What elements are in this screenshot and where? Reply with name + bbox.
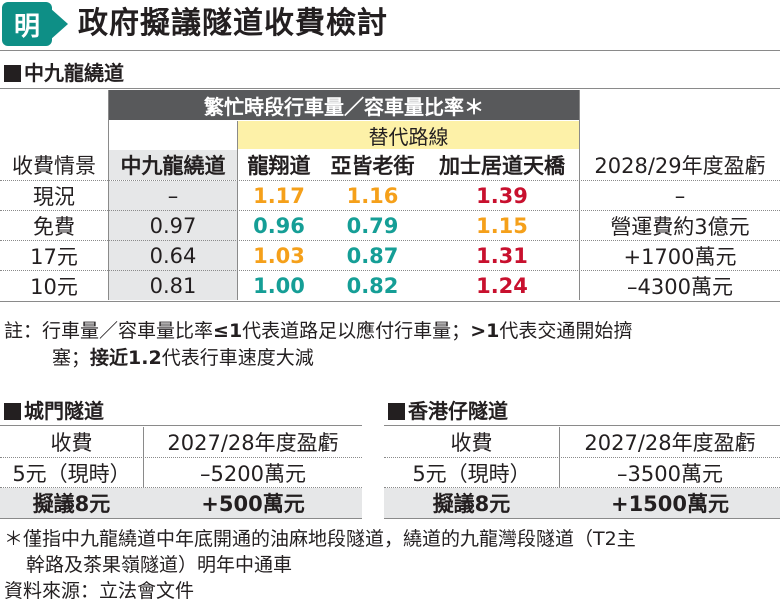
note-text: 塞； <box>52 347 91 369</box>
scenario-cell: 10元 <box>30 274 78 299</box>
route2-ratio-cell: 0.87 <box>346 243 399 268</box>
col-header-main: 中九龍繞道 <box>109 150 237 180</box>
divider <box>559 427 560 518</box>
row-separator <box>0 240 780 241</box>
shing-mun-profit-cell: +500萬元 <box>201 492 305 516</box>
scenario-cell: 17元 <box>30 244 78 269</box>
route3-ratio-cell: 1.39 <box>476 183 528 208</box>
col-header-route1: 龍翔道 <box>247 154 311 178</box>
divider <box>579 90 580 300</box>
route1-ratio-cell: 1.03 <box>253 243 305 268</box>
route1-ratio-cell: 1.17 <box>253 183 305 208</box>
main-ratio-cell: 0.81 <box>149 273 197 298</box>
profit-cell: – <box>674 183 686 208</box>
row-separator <box>384 487 780 488</box>
shing-mun-label: 城門隧道 <box>24 399 104 423</box>
logo-char: 明 <box>13 11 40 42</box>
shing-mun-col-profit: 2027/28年度盈虧 <box>167 431 339 455</box>
proposed-row-shade <box>0 488 362 518</box>
route1-ratio-cell: 0.96 <box>253 213 305 238</box>
note-text: 代表交通開始擠 <box>499 320 633 342</box>
shing-mun-section-title: 城門隧道 <box>4 398 104 424</box>
footnote-line-2: 幹路及茶果嶺隧道）明年中通車 <box>26 554 293 576</box>
note-threshold: ≤1 <box>213 320 243 342</box>
divider <box>108 90 109 300</box>
row-separator <box>0 180 780 181</box>
col-header-profit: 2028/29年度盈虧 <box>594 154 766 178</box>
shing-mun-rule <box>0 425 362 426</box>
table-bottom-rule <box>0 301 780 302</box>
shing-mun-profit-cell: –5200萬元 <box>200 461 306 486</box>
main-ratio-cell: 0.97 <box>149 213 197 238</box>
route1-ratio-cell: 1.00 <box>253 273 305 298</box>
col-header-route3: 加士居道天橋 <box>439 154 565 178</box>
aberdeen-profit-cell: –3500萬元 <box>617 461 723 486</box>
route3-ratio-cell: 1.31 <box>476 243 528 268</box>
col-header-route2: 亞皆老街 <box>330 154 415 178</box>
profit-cell: +1700萬元 <box>623 244 737 269</box>
shing-mun-col-fee: 收費 <box>50 431 93 455</box>
row-separator <box>0 270 780 271</box>
square-bullet-icon <box>4 403 21 420</box>
central-section-rule <box>0 88 780 89</box>
ratio-header: 繁忙時段行車量／容車量比率＊ <box>109 90 579 120</box>
logo-arrow-icon <box>50 8 68 40</box>
note-threshold: >1 <box>470 320 500 342</box>
aberdeen-rule <box>384 425 780 426</box>
row-separator <box>384 457 780 458</box>
note-text: 代表行車速度大減 <box>161 347 314 369</box>
aberdeen-fee-cell: 擬議8元 <box>432 492 511 516</box>
aberdeen-label: 香港仔隧道 <box>408 399 508 423</box>
central-section-title: 中九龍繞道 <box>4 60 124 86</box>
divider <box>143 427 144 518</box>
shing-mun-fee-cell: 5元（現時） <box>12 461 131 486</box>
headline: 政府擬議隧道收費檢討 <box>78 6 388 41</box>
col-header-scenario: 收費情景 <box>12 154 96 178</box>
aberdeen-col-profit: 2027/28年度盈虧 <box>584 431 756 455</box>
note-label: 註： <box>4 320 43 342</box>
main-ratio-cell: – <box>167 183 179 208</box>
aberdeen-section-title: 香港仔隧道 <box>388 398 508 424</box>
footnote-line-1: ＊僅指中九龍繞道中年底開通的油麻地段隧道，繞道的九龍灣段隧道（T2主 <box>4 528 636 550</box>
route3-ratio-cell: 1.15 <box>476 213 528 238</box>
aberdeen-bottom-rule <box>384 518 780 519</box>
aberdeen-profit-cell: +1500萬元 <box>610 492 730 516</box>
scenario-cell: 現況 <box>33 184 75 209</box>
ming-pao-logo-icon: 明 <box>2 2 52 46</box>
route2-ratio-cell: 0.82 <box>346 273 399 298</box>
row-separator <box>0 487 362 488</box>
profit-cell: –4300萬元 <box>627 274 733 299</box>
row-separator <box>0 457 362 458</box>
route2-ratio-cell: 0.79 <box>346 213 399 238</box>
alt-routes-header: 替代路線 <box>238 121 579 149</box>
note-threshold: 接近1.2 <box>90 347 162 369</box>
aberdeen-fee-cell: 5元（現時） <box>412 461 531 486</box>
note-text: 行車量／容車量比率 <box>42 320 214 342</box>
source-line: 資料來源：立法會文件 <box>4 580 195 602</box>
note-line-1: 註：行車量／容車量比率≤1代表道路足以應付行車量；>1代表交通開始擠 <box>4 318 780 345</box>
main-ratio-cell: 0.64 <box>149 243 197 268</box>
shing-mun-fee-cell: 擬議8元 <box>32 492 111 516</box>
proposed-row-shade <box>384 488 780 518</box>
row-separator <box>0 210 780 211</box>
headline-rule <box>0 50 780 51</box>
scenario-cell: 免費 <box>33 214 75 239</box>
aberdeen-col-fee: 收費 <box>450 431 493 455</box>
central-section-label: 中九龍繞道 <box>24 61 124 85</box>
note-text: 代表道路足以應付行車量； <box>242 320 471 342</box>
route3-ratio-cell: 1.24 <box>476 273 528 298</box>
square-bullet-icon <box>4 65 21 82</box>
profit-cell: 營運費約3億元 <box>610 214 750 239</box>
note-line-2: 塞；接近1.2代表行車速度大減 <box>52 345 314 372</box>
square-bullet-icon <box>388 403 405 420</box>
route2-ratio-cell: 1.16 <box>346 183 399 208</box>
shing-mun-bottom-rule <box>0 518 362 519</box>
